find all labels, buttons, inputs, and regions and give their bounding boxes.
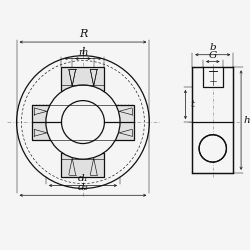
Text: G: G — [209, 50, 217, 59]
Text: R: R — [79, 29, 87, 39]
Bar — [203, 68, 222, 87]
Bar — [62, 68, 104, 91]
Circle shape — [16, 56, 149, 188]
Text: d₂: d₂ — [78, 183, 88, 192]
Bar — [192, 68, 233, 173]
Circle shape — [46, 85, 120, 159]
Text: l: l — [81, 47, 85, 56]
Text: h: h — [244, 116, 250, 124]
Bar — [32, 104, 52, 140]
Text: t: t — [190, 100, 194, 109]
Text: m: m — [78, 48, 88, 57]
Bar — [62, 153, 104, 177]
Text: b: b — [210, 43, 216, 52]
Bar — [114, 104, 134, 140]
Text: d₁: d₁ — [78, 174, 88, 182]
Circle shape — [199, 135, 226, 162]
